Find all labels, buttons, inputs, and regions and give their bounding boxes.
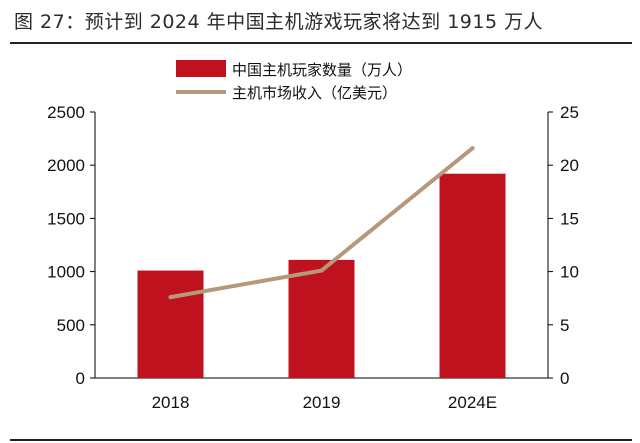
line-series: [168, 146, 475, 300]
title-rule: [10, 42, 632, 44]
left-tick-label: 2000: [47, 156, 85, 175]
right-tick-label: 5: [560, 316, 569, 335]
legend-line-label: 主机市场收入（亿美元）: [232, 85, 397, 102]
bar-2018: [137, 270, 204, 378]
ticks: 0 500 1000 1500 2000 2500 0 5 10 15 20 25 2018 2019 20…: [47, 103, 579, 412]
bottom-rule: [10, 439, 632, 441]
bar-2019: [288, 259, 355, 378]
x-tick-label: 2019: [303, 393, 341, 412]
revenue-point-2024E: [470, 146, 475, 151]
revenue-point-2019: [319, 268, 324, 273]
right-tick-label: 15: [560, 209, 579, 228]
right-tick-label: 0: [560, 369, 569, 388]
x-tick-label: 2024E: [448, 393, 497, 412]
left-tick-label: 500: [57, 316, 85, 335]
x-tick-label: 2018: [152, 393, 190, 412]
left-tick-label: 1500: [47, 209, 85, 228]
left-tick-label: 1000: [47, 263, 85, 282]
right-tick-label: 25: [560, 103, 579, 122]
bars: [137, 173, 506, 378]
left-tick-label: 2500: [47, 103, 85, 122]
legend-bar-label: 中国主机玩家数量（万人）: [232, 62, 412, 79]
figure-title: 图 27：预计到 2024 年中国主机游戏玩家将达到 1915 万人: [14, 11, 544, 33]
right-tick-label: 20: [560, 156, 579, 175]
left-tick-label: 0: [76, 369, 85, 388]
legend: 中国主机玩家数量（万人） 主机市场收入（亿美元）: [176, 60, 412, 102]
bar-2024E: [439, 173, 506, 378]
revenue-point-2018: [168, 295, 173, 300]
legend-bar-swatch: [176, 60, 226, 77]
right-tick-label: 10: [560, 263, 579, 282]
